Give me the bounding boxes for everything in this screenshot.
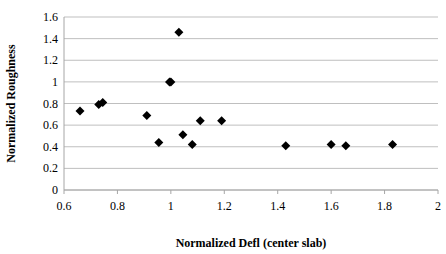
- data-point: [98, 98, 107, 107]
- x-tick-label: 1.6: [324, 199, 339, 213]
- x-tick-label: 1.8: [377, 199, 392, 213]
- y-tick-label: 1: [52, 75, 58, 89]
- data-point: [178, 130, 187, 139]
- y-axis-title: Normalized Roughness: [4, 44, 18, 163]
- y-tick-label: 1.2: [43, 53, 58, 67]
- chart-container: 0 0.2 0.4 0.6 0.8 1 1.2 1.4 1.6 0.6 0.8 1 1.2 1.4 1.6 1…: [0, 0, 446, 254]
- y-tick-label: 1.6: [43, 10, 58, 24]
- x-tick-label: 1.2: [217, 199, 232, 213]
- data-point: [217, 116, 226, 125]
- x-tick-mark: [64, 190, 65, 194]
- data-point: [166, 77, 175, 86]
- y-grid-line: [64, 125, 438, 126]
- x-tick-mark: [170, 190, 171, 194]
- data-point: [142, 111, 151, 120]
- data-point: [196, 116, 205, 125]
- y-tick-label: 0.8: [43, 97, 58, 111]
- y-tick-label: 0: [52, 183, 58, 197]
- y-grid-line: [64, 60, 438, 61]
- x-tick-mark: [384, 190, 385, 194]
- x-tick-label: 2: [435, 199, 441, 213]
- data-point: [154, 138, 163, 147]
- x-tick-mark: [224, 190, 225, 194]
- data-point: [281, 141, 290, 150]
- y-grid-line: [64, 103, 438, 104]
- chart-svg: 0 0.2 0.4 0.6 0.8 1 1.2 1.4 1.6 0.6 0.8 1 1.2 1.4 1.6 1…: [0, 0, 446, 254]
- data-point: [188, 140, 197, 149]
- x-tick-label: 1: [168, 199, 174, 213]
- data-point: [76, 107, 85, 116]
- data-point: [174, 28, 183, 37]
- y-grid-line: [64, 81, 438, 82]
- data-point: [388, 140, 397, 149]
- y-tick-label: 0.4: [43, 140, 58, 154]
- y-tick-label: 1.4: [43, 32, 58, 46]
- points: [76, 28, 398, 151]
- data-point: [327, 140, 336, 149]
- x-tick-label: 0.8: [110, 199, 125, 213]
- x-tick-mark: [438, 190, 439, 194]
- x-axis-title: Normalized Defl (center slab): [176, 236, 327, 250]
- x-tick-mark: [117, 190, 118, 194]
- y-grid-line: [64, 146, 438, 147]
- y-grid-line: [64, 17, 438, 18]
- y-grid-line: [64, 190, 438, 191]
- x-tick-mark: [331, 190, 332, 194]
- y-tick-label: 0.6: [43, 118, 58, 132]
- y-axis-line: [64, 17, 65, 190]
- x-tick-mark: [277, 190, 278, 194]
- x-axis-line: [64, 190, 438, 191]
- x-tick-label: 1.4: [270, 199, 285, 213]
- y-tick-label: 0.2: [43, 161, 58, 175]
- data-point: [341, 141, 350, 150]
- y-grid-line: [64, 38, 438, 39]
- x-tick-label: 0.6: [57, 199, 72, 213]
- y-grid-line: [64, 168, 438, 169]
